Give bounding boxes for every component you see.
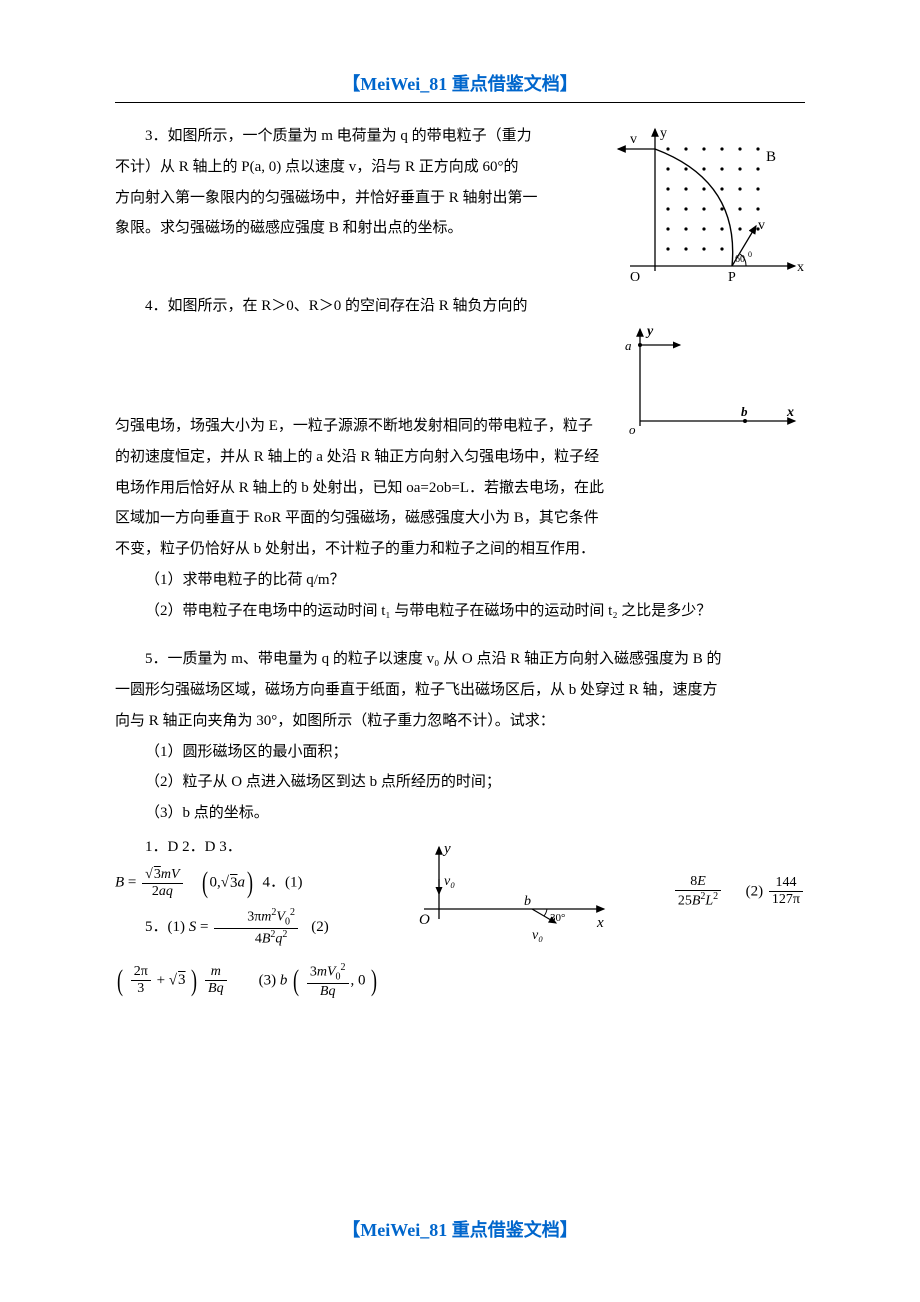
fig3-angle: 60 xyxy=(735,254,745,265)
q4-sub1: （1）求带电粒子的比荷 q/m？ xyxy=(115,565,805,596)
question-3: 3．如图所示，一个质量为 m 电荷量为 q 的带电粒子（重力 不计）从 R 轴上… xyxy=(115,121,805,281)
fig3-x-label: x xyxy=(797,260,804,275)
fig4-y: y xyxy=(645,324,654,339)
q3-line2: 不计）从 R 轴上的 P(a, 0) 点以速度 v，沿与 R 正方向成 60°的 xyxy=(115,152,595,183)
fig4-b: b xyxy=(741,404,748,419)
fig5-O: O xyxy=(419,912,430,928)
fig3-v1-label: v xyxy=(630,132,637,147)
ans-5b: (2) xyxy=(311,919,329,935)
fig3-B-label: B xyxy=(766,149,776,165)
ans-5pre: 5．(1) xyxy=(145,919,185,935)
fig3-P-label: P xyxy=(728,270,736,285)
figure-q5: y x O v₀ b 30° v₀ xyxy=(404,839,614,949)
figure-q3: y x O P v v xyxy=(600,121,805,286)
fig5-v0b: v₀ xyxy=(532,928,543,943)
figure-q4: y x o a b xyxy=(615,321,805,436)
q5-line2: 一圆形匀强磁场区域，磁场方向垂直于纸面，粒子飞出磁场区后，从 b 处穿过 R 轴… xyxy=(115,675,805,706)
q4-line4: 电场作用后恰好从 R 轴上的 b 处射出，已知 oa=2ob=L．若撤去电场，在… xyxy=(115,473,605,504)
q3-line4: 象限。求匀强磁场的磁感应强度 B 和射出点的坐标。 xyxy=(115,213,595,244)
fig5-v0a: v₀ xyxy=(444,874,455,889)
fig4-o: o xyxy=(629,422,636,436)
question-5: 5．一质量为 m、带电量为 q 的粒子以速度 v₀ 从 O 点沿 R 轴正方向射… xyxy=(115,644,805,829)
ans-2: 2．D xyxy=(182,839,215,855)
fig3-y-label: y xyxy=(660,126,667,141)
question-4: 4．如图所示，在 R＞0、R＞0 的空间存在沿 R 轴负方向的 匀强电场，场强大… xyxy=(115,291,805,626)
q4-line6: 不变，粒子仍恰好从 b 处射出，不计粒子的重力和粒子之间的相互作用． xyxy=(115,534,805,565)
ans-5c: (3) xyxy=(259,972,277,988)
fig5-y: y xyxy=(442,841,451,857)
fig5-b: b xyxy=(524,894,531,909)
q5-line1: 5．一质量为 m、带电量为 q 的粒子以速度 v₀ 从 O 点沿 R 轴正方向射… xyxy=(115,644,805,675)
fig3-deg: 0 xyxy=(748,250,752,259)
fig4-a: a xyxy=(625,338,632,353)
fig5-x: x xyxy=(596,915,604,931)
fig3-O-label: O xyxy=(630,270,640,285)
spacer xyxy=(115,626,805,644)
q5-sub3: （3）b 点的坐标。 xyxy=(115,798,805,829)
page-footer: 【MeiWei_81 重点借鉴文档】 xyxy=(115,1216,805,1242)
q5-line3: 向与 R 轴正向夹角为 30°，如图所示（粒子重力忽略不计）。试求： xyxy=(115,706,805,737)
q5-sub1: （1）圆形磁场区的最小面积； xyxy=(115,737,805,768)
ans-3pre: 3． xyxy=(219,839,242,855)
fig4-x: x xyxy=(786,405,794,420)
q4-line2: 匀强电场，场强大小为 E，一粒子源源不断地发射相同的带电粒子，粒子 xyxy=(115,411,605,442)
q4-line1: 4．如图所示，在 R＞0、R＞0 的空间存在沿 R 轴负方向的 xyxy=(115,291,605,322)
fig3-v2-label: v xyxy=(758,218,765,233)
q4-line3: 的初速度恒定，并从 R 轴上的 a 处沿 R 轴正方向射入匀强电场中，粒子经 xyxy=(115,442,605,473)
page-header: 【MeiWei_81 重点借鉴文档】 xyxy=(115,70,805,103)
ans-4pre: 4．(1) xyxy=(262,875,302,891)
fig3-dots xyxy=(666,147,759,250)
q3-line3: 方向射入第一象限内的匀强磁场中，并恰好垂直于 R 轴射出第一 xyxy=(115,183,595,214)
ans-1: 1．D xyxy=(145,839,178,855)
q4-line5: 区域加一方向垂直于 RoR 平面的匀强磁场，磁感强度大小为 B，其它条件 xyxy=(115,503,605,534)
q3-line1: 3．如图所示，一个质量为 m 电荷量为 q 的带电粒子（重力 xyxy=(115,121,595,152)
q5-sub2: （2）粒子从 O 点进入磁场区到达 b 点所经历的时间； xyxy=(115,767,805,798)
fig5-angle: 30° xyxy=(550,912,565,924)
ans-4b: (2) xyxy=(746,883,764,899)
answers-block: 1．D 2．D 3． B = √3mV2aq (0,√3a) 4．(1) 5．(… xyxy=(115,833,805,1005)
q4-sub2: （2）带电粒子在电场中的运动时间 t₁ 与带电粒子在磁场中的运动时间 t₂ 之比… xyxy=(115,596,805,627)
